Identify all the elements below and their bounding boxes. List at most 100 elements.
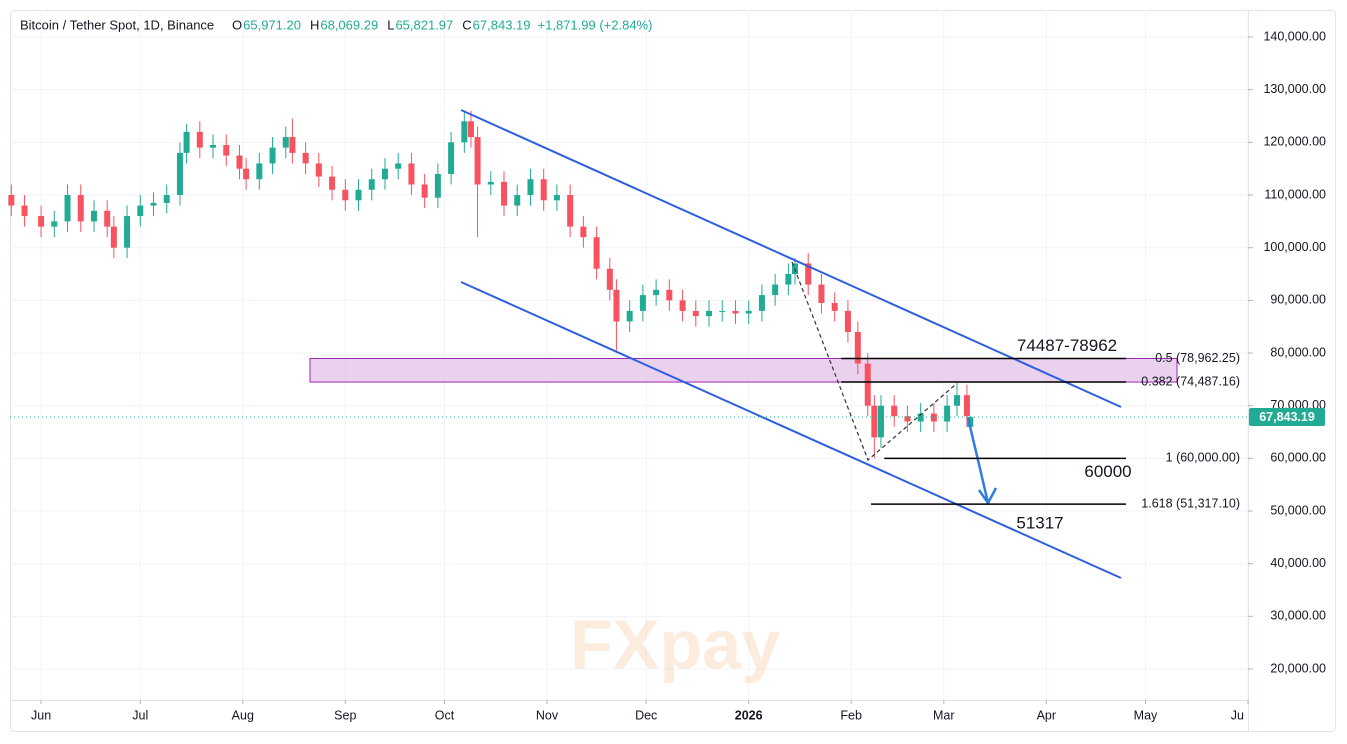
fib-label: 0.5 (78,962.25) (1155, 351, 1240, 365)
candle-body (606, 268, 613, 290)
legend-prefix: O (232, 17, 242, 32)
candle-body (917, 413, 924, 422)
y-tick-label: 120,000.00 (1263, 135, 1326, 149)
candle-body (38, 216, 45, 227)
candles (8, 110, 974, 459)
x-tick-label: Jul (132, 708, 148, 722)
candle-body (944, 405, 951, 422)
candle-body (210, 144, 217, 148)
zone-label: 74487-78962 (1017, 336, 1117, 355)
candle-body (745, 310, 752, 314)
candle-body (963, 395, 970, 417)
candle-body (567, 195, 574, 227)
zone-layer: 74487-78962 (309, 336, 1178, 383)
grid (10, 10, 1249, 700)
y-tick-label: 110,000.00 (1264, 187, 1326, 201)
y-tick-label: 90,000.00 (1270, 293, 1326, 307)
ohlc-legend: O 65,971.20 H 68,069.29 L 65,821.97 C 67,843.19… (232, 17, 652, 32)
channel-lower (460, 281, 1122, 579)
y-tick-label: 80,000.00 (1270, 345, 1326, 359)
candle-body (954, 395, 961, 406)
candle-body (183, 131, 190, 153)
legend-prefix: H (310, 17, 319, 32)
last-price-label: 67,843.19 (1259, 410, 1315, 424)
candle-body (758, 295, 765, 311)
candle-body (342, 189, 349, 201)
candle-body (930, 413, 937, 422)
candle-body (176, 152, 183, 196)
legend-value: 68,069.29 (320, 17, 378, 32)
candle-body (719, 310, 726, 312)
candle-body (967, 417, 974, 427)
candle-body (395, 163, 402, 169)
y-tick-label: 140,000.00 (1263, 29, 1326, 43)
y-tick-label: 20,000.00 (1270, 661, 1326, 675)
candle-body (613, 289, 620, 322)
candle-body (844, 310, 851, 332)
candle-body (137, 205, 144, 217)
candle-body (805, 263, 812, 285)
candle-body (21, 205, 28, 217)
candle-body (302, 152, 309, 164)
candle-body (163, 195, 170, 203)
zone (309, 357, 1178, 383)
candle-body (864, 363, 871, 406)
candle-body (355, 189, 362, 201)
candle-body (110, 226, 117, 248)
x-tick-label: Ju (1231, 708, 1244, 722)
candle-body (487, 181, 494, 185)
candle-body (461, 121, 468, 143)
candle-body (289, 137, 296, 153)
y-tick-label: 30,000.00 (1270, 609, 1326, 623)
y-tick-label: 50,000.00 (1270, 503, 1326, 517)
x-tick-label: Jun (31, 708, 51, 722)
candle-body (639, 295, 646, 311)
candle-body (653, 289, 660, 296)
candle-body (904, 416, 911, 422)
candle-body (540, 179, 547, 201)
x-tick-label: Oct (435, 708, 455, 722)
candle-body (51, 221, 58, 227)
candle-body (64, 195, 71, 222)
last-price-box (1249, 408, 1325, 427)
candle-body (421, 184, 428, 198)
x-tick-label: May (1134, 708, 1158, 722)
annotation: 60000 (1084, 462, 1131, 481)
candle-body (666, 289, 673, 301)
candle-body (831, 302, 838, 311)
candle-body (150, 202, 157, 206)
y-tick-label: 130,000.00 (1263, 82, 1326, 96)
candle-body (124, 216, 131, 248)
legend-prefix: C (462, 17, 471, 32)
candle-body (891, 405, 898, 417)
candle-body (772, 284, 779, 296)
candle-body (553, 195, 560, 201)
legend-value: 65,821.97 (395, 17, 453, 32)
candle-body (448, 142, 455, 174)
candle-body (467, 121, 474, 138)
x-tick-label: 2026 (735, 708, 763, 722)
candle-body (282, 137, 289, 148)
candle-body (692, 310, 699, 317)
candle-body (236, 155, 243, 169)
axes: 20,000.00 30,000.00 40,000.00 50,000.00 60,0… (10, 29, 1326, 722)
candle-body (256, 163, 263, 180)
legend-prefix: L (387, 17, 394, 32)
candle-body (243, 168, 250, 180)
fib-layer: 0.5 (78,962.25) 0.382 (74,487.16) 1 (60,00… (841, 351, 1240, 533)
candle-body (871, 405, 878, 438)
candle-body (626, 310, 633, 322)
candle-body (77, 195, 84, 222)
candle-body (732, 310, 739, 314)
x-tick-label: Nov (536, 708, 559, 722)
candle-body (8, 195, 15, 206)
candle-body (408, 163, 415, 185)
fib-label: 0.382 (74,487.16) (1141, 374, 1240, 388)
candle-body (527, 179, 534, 196)
x-tick-label: Aug (232, 708, 254, 722)
x-tick-label: Dec (635, 708, 657, 722)
candle-body (223, 144, 230, 156)
legend-change: +1,871.99 (+2.84%) (538, 17, 653, 32)
x-tick-label: Apr (1037, 708, 1056, 722)
